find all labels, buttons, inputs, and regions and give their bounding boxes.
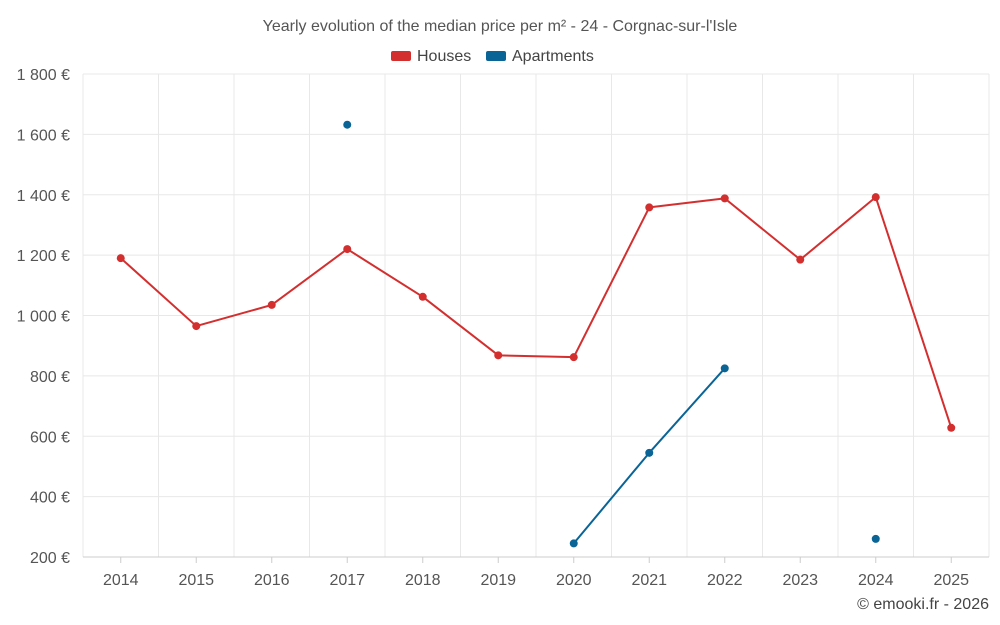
data-point-apartments[interactable] <box>343 120 352 129</box>
y-tick-label: 1 400 € <box>17 188 70 205</box>
chart-title: Yearly evolution of the median price per… <box>263 18 738 35</box>
data-point-houses[interactable] <box>947 423 956 432</box>
y-tick-label: 1 000 € <box>17 309 70 326</box>
legend-item-houses[interactable]: Houses <box>391 48 471 65</box>
legend-label-apartments: Apartments <box>512 48 594 65</box>
data-point-apartments[interactable] <box>871 534 880 543</box>
legend: Houses Apartments <box>391 48 594 65</box>
data-point-houses[interactable] <box>343 245 352 254</box>
x-tick-label: 2025 <box>933 572 969 589</box>
data-point-apartments[interactable] <box>720 364 729 373</box>
data-point-houses[interactable] <box>267 300 276 309</box>
x-tick-label: 2018 <box>405 572 441 589</box>
x-tick-label: 2023 <box>782 572 818 589</box>
data-point-houses[interactable] <box>569 353 578 362</box>
y-tick-label: 1 200 € <box>17 248 70 265</box>
data-point-houses[interactable] <box>192 322 201 331</box>
axes: 200 € 400 € 600 € 800 € 1 000 € 1 200 € 1 400 … <box>17 67 989 589</box>
x-tick-label: 2024 <box>858 572 894 589</box>
x-tick-label: 2020 <box>556 572 592 589</box>
data-point-apartments[interactable] <box>569 539 578 548</box>
data-point-houses[interactable] <box>720 194 729 203</box>
credit-text: © emooki.fr - 2026 <box>857 596 989 613</box>
legend-swatch-apartments <box>486 51 506 61</box>
legend-item-apartments[interactable]: Apartments <box>486 48 594 65</box>
x-tick-label: 2015 <box>178 572 214 589</box>
y-tick-label: 200 € <box>30 550 70 567</box>
y-tick-label: 1 600 € <box>17 127 70 144</box>
x-tick-label: 2021 <box>631 572 667 589</box>
data-point-houses[interactable] <box>645 203 654 212</box>
y-tick-label: 400 € <box>30 490 70 507</box>
y-tick-label: 800 € <box>30 369 70 386</box>
series-houses <box>116 193 956 432</box>
legend-swatch-houses <box>391 51 411 61</box>
series <box>116 120 956 548</box>
y-tick-label: 600 € <box>30 429 70 446</box>
legend-label-houses: Houses <box>417 48 471 65</box>
y-tick-label: 1 800 € <box>17 67 70 84</box>
series-line-houses <box>120 196 953 429</box>
x-tick-label: 2019 <box>480 572 516 589</box>
data-point-houses[interactable] <box>418 292 427 301</box>
grid <box>82 73 990 557</box>
data-point-houses[interactable] <box>796 255 805 264</box>
x-tick-label: 2022 <box>707 572 743 589</box>
data-point-houses[interactable] <box>494 351 503 360</box>
data-point-houses[interactable] <box>871 193 880 202</box>
data-point-apartments[interactable] <box>645 448 654 457</box>
series-apartments <box>343 120 880 548</box>
data-point-houses[interactable] <box>116 254 125 263</box>
x-tick-label: 2017 <box>329 572 365 589</box>
x-tick-label: 2016 <box>254 572 290 589</box>
x-tick-label: 2014 <box>103 572 139 589</box>
